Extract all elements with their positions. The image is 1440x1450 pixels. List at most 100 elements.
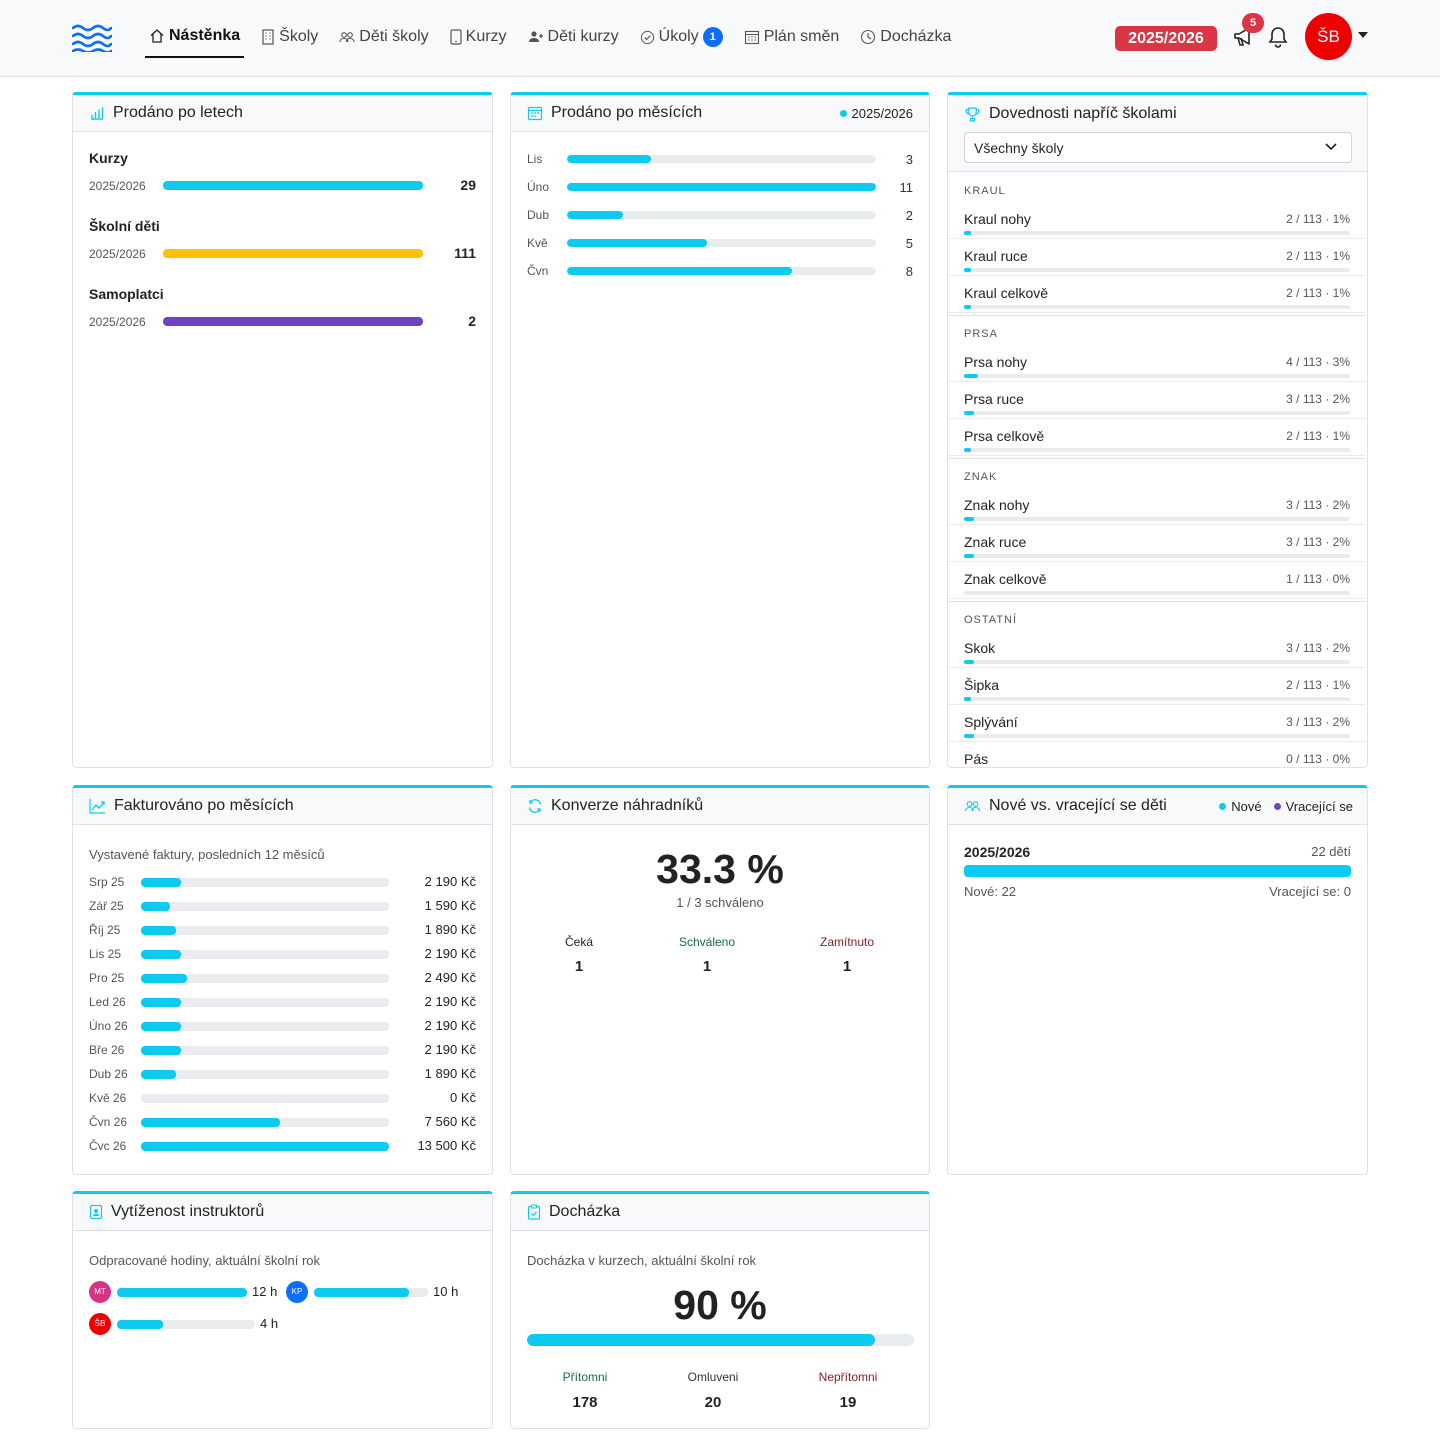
hours-label: 12 h <box>252 1284 278 1299</box>
month-label: Bře 26 <box>89 1043 125 1057</box>
skill-value: 2 / 113 · 1% <box>1286 249 1350 263</box>
skill-value: 3 / 113 · 2% <box>1286 498 1350 512</box>
skill-row: Znak nohy 3 / 113 · 2% <box>948 488 1366 525</box>
bar-fill <box>163 249 423 258</box>
nav-item-plan-smen[interactable]: Plán směn <box>740 16 844 58</box>
school-year-badge[interactable]: 2025/2026 <box>1115 26 1217 51</box>
person-add-icon <box>528 31 543 42</box>
skill-bar-track <box>964 734 1350 738</box>
bar-track <box>567 239 876 247</box>
bar-fill <box>141 1118 280 1127</box>
bar-track <box>117 1320 255 1329</box>
skill-row: Kraul celkově 2 / 113 · 1% <box>948 276 1366 313</box>
card-header: Nové vs. vracející se děti Nové Vracejíc… <box>948 788 1367 825</box>
skill-name: Pás <box>964 751 989 767</box>
skill-name: Šipka <box>964 677 1000 693</box>
navbar: Nástěnka Školy Děti školy Kurzy Děti kur… <box>0 0 1440 77</box>
nav-item-kurzy[interactable]: Kurzy <box>446 16 511 58</box>
calendar-icon <box>744 30 759 45</box>
skill-value: 3 / 113 · 2% <box>1286 715 1350 729</box>
skill-row: Prsa nohy 4 / 113 · 3% <box>948 345 1366 382</box>
value: 3 <box>905 152 913 167</box>
value: 2 <box>468 313 476 329</box>
nav-item-deti-kurzy[interactable]: Děti kurzy <box>524 16 623 58</box>
skill-name: Prsa ruce <box>964 391 1024 407</box>
month-label: Dub <box>527 208 550 222</box>
bar-fill <box>567 155 652 163</box>
stat-label: Zamítnuto <box>819 935 875 949</box>
skill-name: Znak celkově <box>964 571 1047 587</box>
month-label: Lis 25 <box>89 947 122 961</box>
bar-track <box>567 183 876 191</box>
skill-name: Znak nohy <box>964 497 1030 513</box>
nav-item-skoly[interactable]: Školy <box>257 16 322 58</box>
month-label: Čvn 26 <box>89 1115 128 1129</box>
megaphone-icon[interactable] <box>1232 26 1256 48</box>
skill-bar-fill <box>964 374 978 378</box>
trophy-icon <box>965 107 980 121</box>
month-label: Říj 25 <box>89 923 121 937</box>
card-title: Prodáno po měsících <box>551 104 703 121</box>
nav-label: Plán směn <box>763 28 840 45</box>
amount: 2 490 Kč <box>424 970 476 985</box>
user-menu-caret-icon[interactable] <box>1358 32 1368 38</box>
amount: 1 890 Kč <box>424 1066 476 1081</box>
nav-item-dochazka[interactable]: Docházka <box>856 16 955 58</box>
bar-track <box>141 974 389 983</box>
invoiced-card: Fakturováno po měsících Vystavené faktur… <box>72 785 493 1175</box>
stat-label: Nepřítomni <box>818 1370 878 1384</box>
hours-label: 4 h <box>260 1316 279 1331</box>
nav-label: Školy <box>279 28 319 45</box>
year-label: 2025/2026 <box>89 315 146 329</box>
stat-label: Přítomni <box>562 1370 608 1384</box>
skill-row: Kraul nohy 2 / 113 · 1% <box>948 202 1366 239</box>
bar-track <box>567 155 876 163</box>
amount: 0 Kč <box>449 1090 476 1105</box>
amount: 2 190 Kč <box>424 946 476 961</box>
skill-row: Prsa celkově 2 / 113 · 1% <box>948 419 1366 456</box>
skill-row: Skok 3 / 113 · 2% <box>948 631 1366 668</box>
amount: 2 190 Kč <box>424 1018 476 1033</box>
skill-bar-track <box>964 305 1350 309</box>
value: 111 <box>454 245 476 261</box>
skill-bar-track <box>964 374 1350 378</box>
skill-row: Kraul ruce 2 / 113 · 1% <box>948 239 1366 276</box>
skill-value: 2 / 113 · 1% <box>1286 286 1350 300</box>
bar-chart-icon <box>91 107 104 120</box>
card-header: Prodáno po letech <box>73 95 492 132</box>
home-icon <box>150 29 164 43</box>
month-label: Kvě <box>527 236 548 250</box>
skill-row: Splývání 3 / 113 · 2% <box>948 705 1366 742</box>
skill-bar-fill <box>964 554 975 558</box>
card-header: Docházka <box>511 1194 929 1231</box>
group-name: Školní děti <box>89 218 160 234</box>
nav-label: Úkoly <box>658 28 699 45</box>
bar-track <box>163 181 423 190</box>
main-menu: Nástěnka Školy Děti školy Kurzy Děti kur… <box>145 16 968 58</box>
nav-item-nastenka[interactable]: Nástěnka <box>145 16 245 58</box>
card-title: Dovednosti napříč školami <box>989 105 1177 122</box>
skill-value: 1 / 113 · 0% <box>1286 572 1350 586</box>
announcements-count-badge: 5 <box>1242 13 1264 33</box>
skill-bar-fill <box>964 448 971 452</box>
school-select[interactable]: Všechny školy <box>964 132 1352 163</box>
hours-label: 10 h <box>433 1284 459 1299</box>
waves-logo-icon[interactable] <box>72 24 112 52</box>
user-avatar[interactable]: ŠB <box>1305 13 1352 60</box>
nav-item-ukoly[interactable]: Úkoly 1 <box>636 16 727 58</box>
bar-track <box>141 1142 389 1151</box>
refresh-icon <box>528 799 542 813</box>
amount: 2 190 Kč <box>424 874 476 889</box>
legend-dot-returning <box>1273 803 1281 810</box>
bar-track <box>117 1288 247 1297</box>
bar-track <box>141 902 389 911</box>
bar-fill <box>141 878 182 887</box>
bar-fill <box>141 1022 182 1031</box>
year-label: 2025/2026 <box>89 247 146 261</box>
tasks-count-badge: 1 <box>702 27 723 47</box>
new-vs-returning-bar <box>964 865 1351 877</box>
bell-icon[interactable] <box>1268 26 1288 48</box>
skill-bar-fill <box>964 517 975 521</box>
bar-fill <box>314 1288 409 1297</box>
nav-item-deti-skoly[interactable]: Děti školy <box>335 16 432 58</box>
